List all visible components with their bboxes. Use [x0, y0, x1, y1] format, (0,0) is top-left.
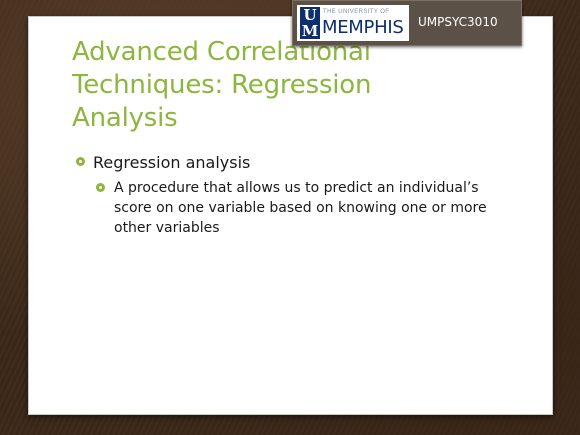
green-circle-bullet-icon — [76, 157, 85, 166]
sub-bullet-text: A procedure that allows us to predict an… — [114, 180, 487, 236]
slide-card — [28, 16, 553, 415]
slide-title: Advanced Correlational Techniques: Regre… — [72, 37, 372, 133]
logo-big-text: MEMPHIS — [322, 17, 404, 38]
sub-bullet-item: A procedure that allows us to predict an… — [96, 178, 506, 238]
bullet-list: Regression analysis A procedure that all… — [76, 152, 506, 238]
course-code: UMPSYC3010 — [418, 15, 498, 29]
bullet-text: Regression analysis — [93, 153, 251, 172]
bullet-item: Regression analysis — [76, 152, 506, 174]
green-circle-bullet-icon — [96, 183, 105, 192]
logo-small-text: THE UNIVERSITY OF — [323, 9, 390, 15]
